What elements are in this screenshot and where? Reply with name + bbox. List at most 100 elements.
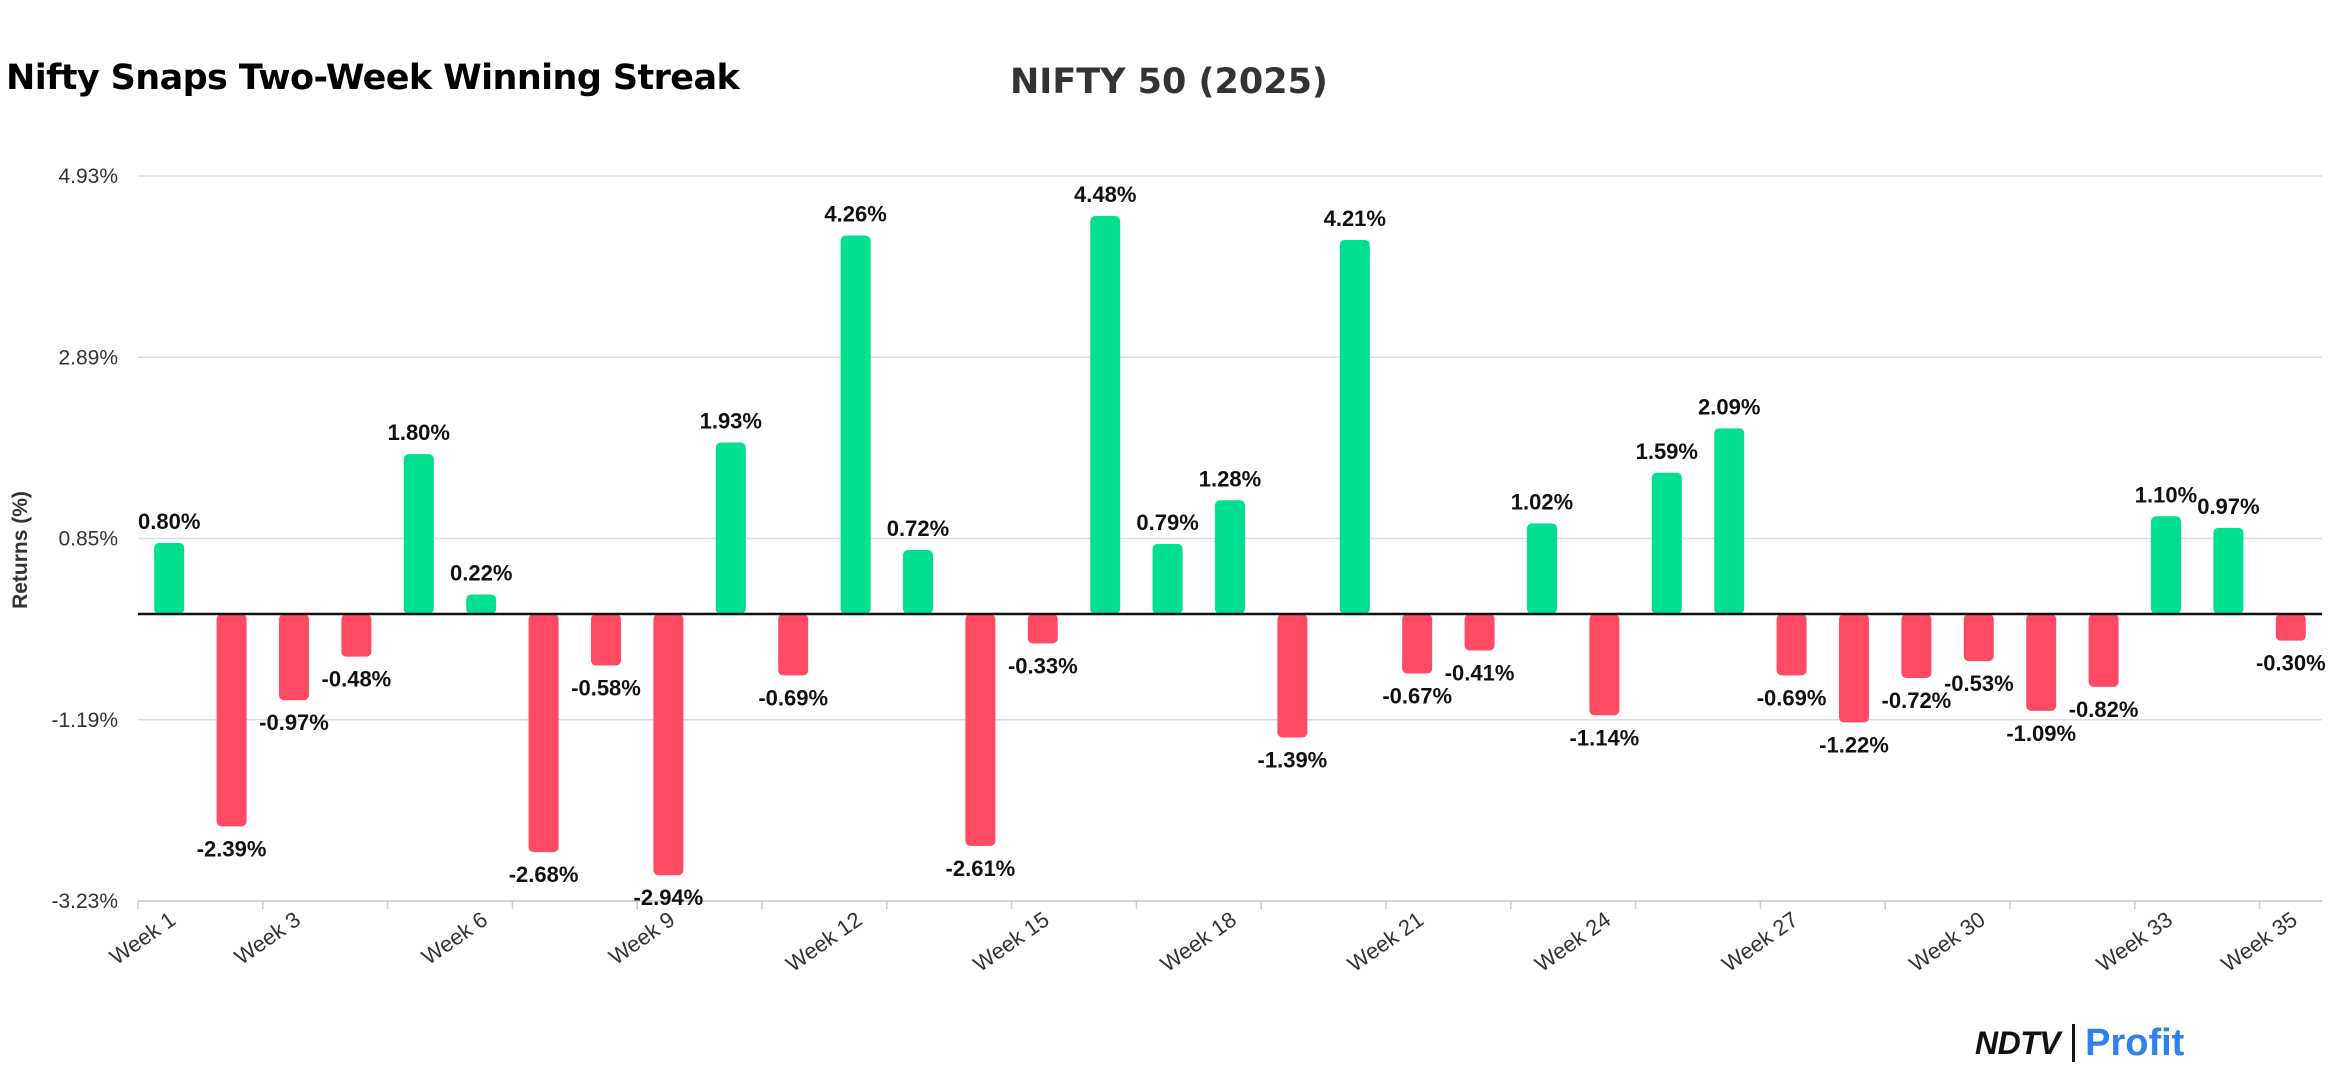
- bar: [1402, 614, 1433, 674]
- bar: [466, 594, 497, 615]
- x-tick-label: Week 35: [2217, 907, 2302, 977]
- bar: [1090, 215, 1121, 615]
- brand-divider: [2072, 1024, 2076, 1062]
- x-tick-label: Week 24: [1530, 907, 1615, 977]
- data-label: -0.30%: [2256, 651, 2326, 676]
- bar: [653, 614, 684, 876]
- bar: [715, 442, 746, 615]
- data-label: -0.72%: [1882, 688, 1952, 713]
- data-label: 0.97%: [2197, 494, 2259, 519]
- data-labels: 0.80% -2.39% -0.97% -0.48% 1.80% 0.22% -2.68% -…: [138, 182, 2326, 910]
- bar: [778, 614, 809, 676]
- bar: [1776, 614, 1807, 676]
- x-tick-label: Week 33: [2092, 907, 2177, 977]
- chart-title: NIFTY 50 (2025): [1010, 62, 1328, 102]
- bar: [1901, 614, 1932, 678]
- y-tick-label: 2.89%: [58, 346, 118, 369]
- y-tick-label: 0.85%: [58, 528, 118, 551]
- data-label: -0.97%: [259, 710, 329, 735]
- data-label: 4.48%: [1074, 182, 1136, 207]
- data-label: -1.22%: [1819, 732, 1889, 757]
- x-tick-label: Week 30: [1905, 907, 1990, 977]
- bar: [1651, 472, 1682, 615]
- data-label: -0.48%: [322, 667, 392, 692]
- bar: [528, 614, 559, 853]
- bar: [1527, 523, 1557, 615]
- bar: [591, 614, 621, 666]
- data-label: -0.82%: [2069, 697, 2139, 722]
- data-label: 1.59%: [1636, 439, 1698, 464]
- data-label: -2.68%: [509, 862, 579, 887]
- data-label: 1.28%: [1199, 466, 1261, 491]
- y-tick-label: 4.93%: [58, 165, 118, 188]
- bar: [1839, 614, 1869, 723]
- bar: [2213, 527, 2244, 615]
- data-label: -2.61%: [946, 856, 1016, 881]
- x-tick-label: Week 3: [230, 907, 305, 970]
- brand-ndtv: NDTV: [1975, 1024, 2061, 1061]
- bar: [1277, 614, 1308, 738]
- bar: [2088, 614, 2119, 687]
- bar: [840, 235, 871, 615]
- brand-profit: Profit: [2085, 1021, 2185, 1064]
- x-tick-label: Week 9: [604, 907, 679, 970]
- data-label: 4.26%: [824, 202, 886, 227]
- bar: [341, 614, 372, 657]
- bar: [1464, 614, 1495, 651]
- data-label: 4.21%: [1324, 206, 1386, 231]
- data-label: 1.93%: [700, 409, 762, 434]
- data-label: -0.69%: [1757, 685, 1827, 710]
- x-tick-label: Week 12: [781, 907, 866, 977]
- data-label: -1.14%: [1570, 725, 1640, 750]
- data-label: -0.41%: [1445, 660, 1515, 685]
- bar: [154, 542, 185, 615]
- data-label: 0.79%: [1136, 510, 1198, 535]
- data-label: -0.67%: [1382, 684, 1452, 709]
- data-label: 0.80%: [138, 509, 200, 534]
- bar: [2151, 516, 2181, 615]
- data-label: 0.22%: [450, 560, 512, 585]
- bar: [279, 614, 309, 701]
- bar: [216, 614, 247, 827]
- bar: [1714, 428, 1745, 615]
- bar: [1027, 614, 1058, 644]
- bar: [2026, 614, 2057, 711]
- y-axis-ticks: 4.93% 2.89% 0.85% -1.19% -3.23%: [51, 165, 118, 913]
- data-label: 1.10%: [2135, 482, 2197, 507]
- x-tick-label: Week 15: [969, 907, 1054, 977]
- bar: [1589, 614, 1620, 716]
- x-tick-label: Week 1: [105, 907, 180, 970]
- data-label: -1.09%: [2006, 721, 2076, 746]
- data-label: 1.02%: [1511, 489, 1573, 514]
- bar: [2275, 614, 2306, 641]
- y-tick-label: -1.19%: [51, 709, 118, 732]
- ndtv-profit-logo: NDTV Profit: [1975, 1018, 2184, 1068]
- x-tick-label: Week 18: [1156, 907, 1241, 977]
- bar: [403, 454, 434, 615]
- bar: [1339, 239, 1370, 615]
- data-label: 1.80%: [388, 420, 450, 445]
- bar: [1215, 500, 1245, 615]
- x-axis: Week 1 Week 3 Week 6 Week 9 Week 12 Week 15 We…: [105, 900, 2322, 977]
- bars: [154, 215, 2306, 876]
- bar: [965, 614, 996, 846]
- y-tick-label: -3.23%: [51, 890, 118, 913]
- data-label: -0.53%: [1944, 671, 2014, 696]
- x-tick-label: Week 21: [1343, 907, 1428, 977]
- bar: [903, 550, 933, 615]
- bar: [1152, 543, 1183, 615]
- data-label: -2.39%: [197, 836, 267, 861]
- headline: Nifty Snaps Two-Week Winning Streak: [6, 58, 740, 98]
- data-label: -1.39%: [1258, 748, 1328, 773]
- data-label: -0.33%: [1008, 653, 1078, 678]
- data-label: 0.72%: [887, 516, 949, 541]
- x-tick-label: Week 27: [1717, 907, 1802, 977]
- y-axis-label: Returns (%): [9, 491, 32, 609]
- x-tick-label: Week 6: [417, 907, 492, 970]
- data-label: -2.94%: [634, 885, 704, 910]
- data-label: -0.58%: [571, 676, 641, 701]
- data-label: 2.09%: [1698, 394, 1760, 419]
- bar: [1963, 614, 1994, 662]
- data-label: -0.69%: [758, 685, 828, 710]
